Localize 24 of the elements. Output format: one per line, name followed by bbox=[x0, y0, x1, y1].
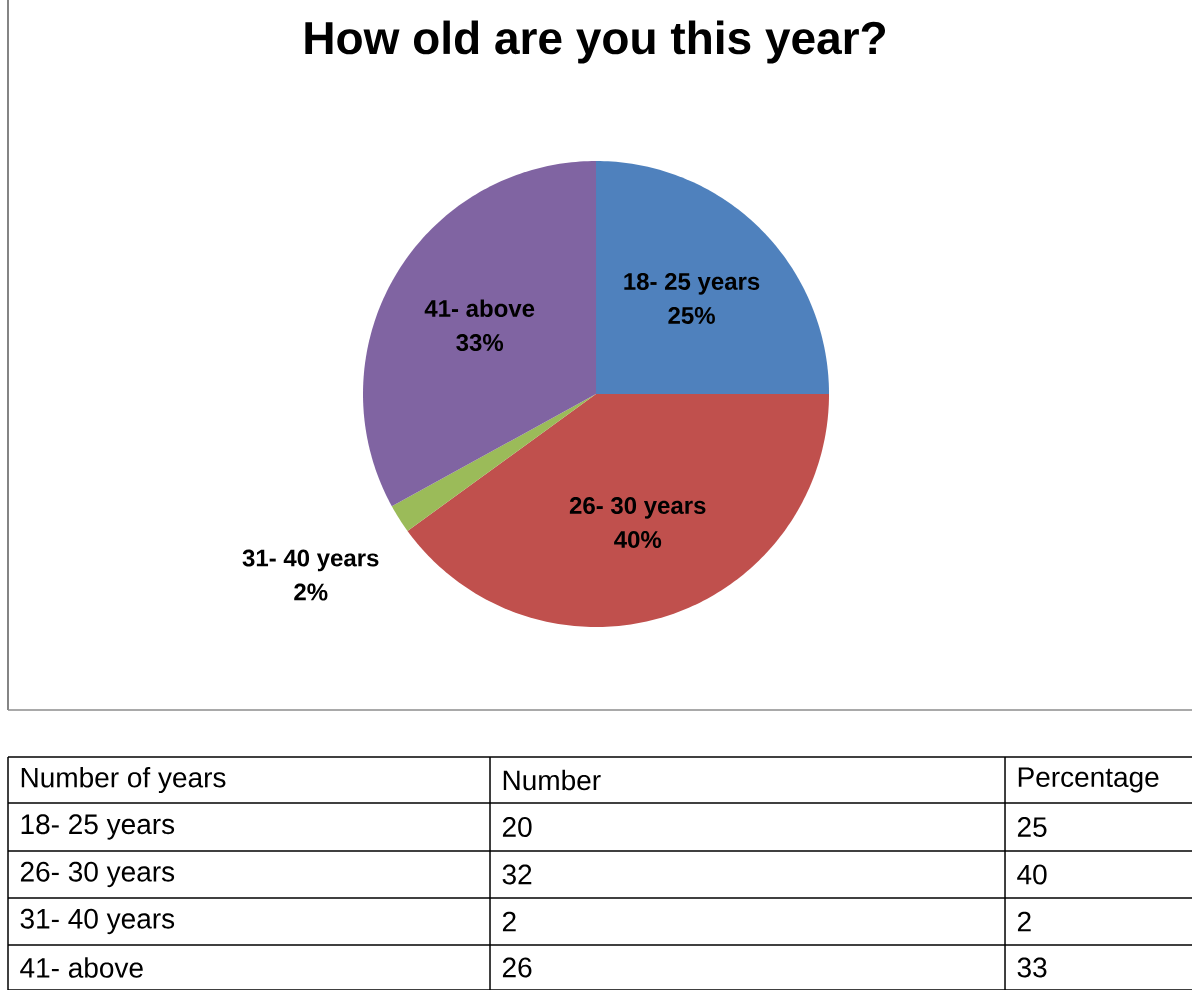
text: Number of years bbox=[21, 766, 226, 794]
text: Percentage bbox=[1018, 767, 1159, 793]
slice-label: 26- 30 years bbox=[569, 497, 706, 519]
text: 33 bbox=[1017, 957, 1047, 978]
data-label: 25% bbox=[668, 306, 715, 324]
data-label: 40% bbox=[614, 531, 662, 549]
data-label: 2% bbox=[294, 583, 328, 601]
text: 25 bbox=[1017, 817, 1047, 837]
data-label: 33% bbox=[456, 334, 504, 352]
slice-label: 41- above bbox=[424, 299, 535, 318]
text: 2 bbox=[502, 911, 516, 932]
category-label: 41- above bbox=[20, 957, 143, 978]
slice-label: 18- 25 years bbox=[624, 272, 760, 295]
text: 32 bbox=[502, 864, 532, 885]
chart-title: How old are you this year? bbox=[305, 20, 886, 64]
text: 2 bbox=[1017, 911, 1031, 932]
category-label: 18- 25 years bbox=[21, 814, 175, 840]
slice-label: 31- 40 years bbox=[242, 549, 379, 572]
text: 26 bbox=[502, 957, 532, 978]
text: 40 bbox=[1017, 864, 1047, 885]
text: Number bbox=[503, 769, 601, 791]
category-label: 31- 40 years bbox=[20, 908, 175, 935]
category-label: 26- 30 years bbox=[20, 861, 175, 888]
text: 20 bbox=[502, 817, 532, 837]
